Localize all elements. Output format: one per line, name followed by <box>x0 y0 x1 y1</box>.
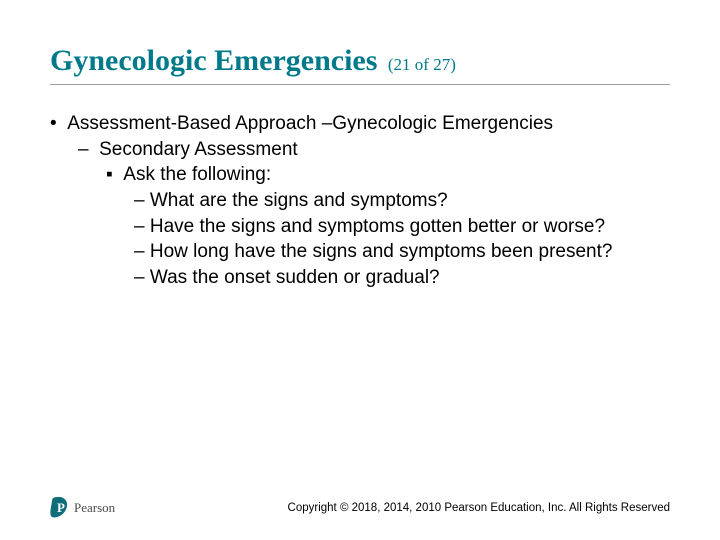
bullet-text: Secondary Assessment <box>99 139 298 160</box>
pearson-text: Pearson <box>74 500 115 516</box>
bullet-level3: Ask the following: <box>106 162 670 188</box>
bullet-level1: Assessment-Based Approach –Gynecologic E… <box>50 111 670 137</box>
bullet-text: Ask the following: <box>123 164 271 185</box>
bullet-text: Assessment-Based Approach –Gynecologic E… <box>67 113 553 134</box>
title-rule <box>50 84 670 85</box>
bullet-level4: – Was the onset sudden or gradual? <box>134 265 670 291</box>
bullet-level4: – What are the signs and symptoms? <box>134 188 670 214</box>
content-area: Assessment-Based Approach –Gynecologic E… <box>50 111 670 290</box>
slide-title-row: Gynecologic Emergencies (21 of 27) <box>50 44 670 78</box>
bullet-level4: – How long have the signs and symptoms b… <box>134 239 670 265</box>
slide-subtitle: (21 of 27) <box>388 55 456 74</box>
slide: Gynecologic Emergencies (21 of 27) Asses… <box>0 0 720 540</box>
pearson-logo: P Pearson <box>50 496 115 520</box>
bullet-text: – Was the onset sudden or gradual? <box>134 267 440 288</box>
bullet-text: – Have the signs and symptoms gotten bet… <box>134 216 605 237</box>
footer: P Pearson Copyright © 2018, 2014, 2010 P… <box>50 496 670 520</box>
bullet-level4: – Have the signs and symptoms gotten bet… <box>134 214 670 240</box>
bullet-level2: Secondary Assessment <box>78 137 670 163</box>
pearson-p-icon: P <box>50 496 70 520</box>
copyright-text: Copyright © 2018, 2014, 2010 Pearson Edu… <box>288 502 670 514</box>
bullet-text: – How long have the signs and symptoms b… <box>134 241 612 262</box>
svg-text:P: P <box>57 500 65 515</box>
bullet-text: – What are the signs and symptoms? <box>134 190 448 211</box>
slide-title: Gynecologic Emergencies <box>50 44 377 77</box>
